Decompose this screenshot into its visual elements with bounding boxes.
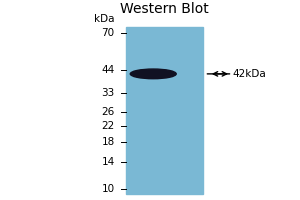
Text: 22: 22: [101, 121, 115, 131]
Text: 14: 14: [101, 157, 115, 167]
Text: kDa: kDa: [94, 14, 115, 24]
Text: 70: 70: [101, 28, 115, 38]
Text: 10: 10: [101, 184, 115, 194]
Text: 44: 44: [101, 65, 115, 75]
Text: 42kDa: 42kDa: [232, 69, 266, 79]
Text: 33: 33: [101, 88, 115, 98]
Ellipse shape: [130, 69, 176, 79]
Text: 18: 18: [101, 137, 115, 147]
Text: Western Blot: Western Blot: [120, 2, 209, 16]
Bar: [126, 27, 203, 194]
Text: 26: 26: [101, 107, 115, 117]
